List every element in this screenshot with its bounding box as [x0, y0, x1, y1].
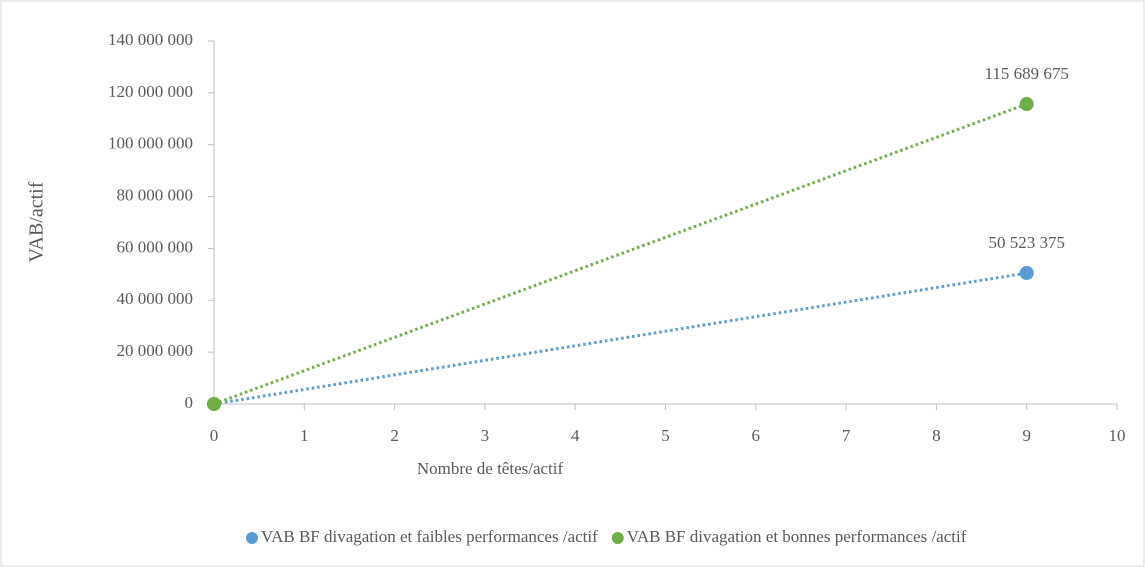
x-tick-label: 10: [1109, 426, 1126, 445]
data-label: 115 689 675: [985, 64, 1069, 83]
legend-marker: [611, 532, 624, 544]
x-tick-label: 0: [210, 426, 219, 445]
y-axis-title: VAB/actif: [26, 181, 48, 262]
x-tick-label: 3: [481, 426, 490, 445]
data-label: 50 523 375: [988, 233, 1065, 252]
trend-line: [213, 102, 1028, 406]
x-axis-title: Nombre de têtes/actif: [417, 459, 564, 478]
y-tick-label: 140 000 000: [108, 30, 193, 49]
x-tick-label: 5: [661, 426, 670, 445]
legend-label: VAB BF divagation et bonnes performances…: [627, 527, 967, 546]
legend-marker: [246, 532, 258, 544]
x-tick-label: 7: [842, 426, 851, 445]
x-tick-label: 8: [932, 426, 941, 445]
point: [1019, 97, 1034, 112]
x-tick-label: 2: [390, 426, 399, 445]
y-tick-label: 20 000 000: [117, 341, 194, 360]
x-tick-label: 1: [300, 426, 309, 445]
y-tick-label: 120 000 000: [108, 82, 193, 101]
x-tick-label: 4: [571, 426, 580, 445]
y-tick-label: 0: [185, 393, 194, 412]
point: [207, 397, 221, 411]
x-tick-label: 9: [1022, 426, 1031, 445]
y-tick-label: 60 000 000: [117, 237, 194, 256]
y-tick-label: 100 000 000: [108, 134, 193, 153]
x-tick-label: 6: [752, 426, 761, 445]
y-tick-label: 40 000 000: [117, 289, 194, 308]
y-tick-label: 80 000 000: [117, 185, 194, 204]
point: [1019, 266, 1034, 281]
legend-label: VAB BF divagation et faibles performance…: [261, 527, 598, 546]
